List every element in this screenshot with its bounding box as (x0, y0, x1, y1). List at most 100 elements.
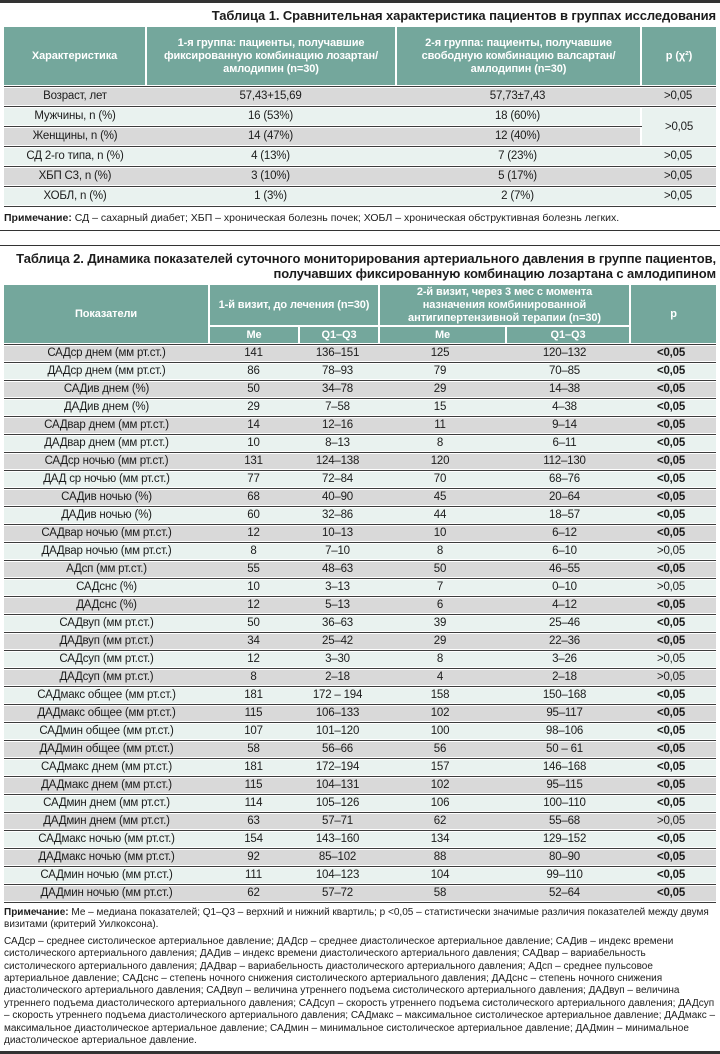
visit2-q-cell: 20–64 (503, 490, 626, 505)
visit2-me-cell: 58 (377, 886, 503, 901)
row-separator (4, 86, 716, 87)
visit1-q-cell: 10–13 (298, 526, 377, 541)
group2-value-cell: 7 (23%) (395, 148, 640, 165)
characteristic-cell: Мужчины, n (%) (4, 108, 146, 125)
row-separator (4, 166, 716, 167)
table-row: Женщины, n (%) 14 (47%) 12 (40%) (4, 128, 716, 145)
visit1-me-cell: 154 (209, 832, 298, 847)
row-separator (4, 560, 716, 561)
p-value-cell: >0,05 (640, 168, 716, 185)
visit2-me-cell: 45 (377, 490, 503, 505)
row-separator (4, 524, 716, 525)
indicator-cell: САДсуп (мм рт.ст.) (4, 652, 209, 667)
row-separator (4, 740, 716, 741)
visit2-q-cell: 25–46 (503, 616, 626, 631)
group1-value-cell: 16 (53%) (146, 108, 395, 125)
visit1-me-cell: 58 (209, 742, 298, 757)
visit2-q-cell: 6–10 (503, 544, 626, 559)
visit1-me-cell: 115 (209, 778, 298, 793)
p-value-cell: <0,05 (626, 886, 716, 901)
divider-rule-1 (0, 230, 720, 231)
indicator-cell: САДмин общее (мм рт.ст.) (4, 724, 209, 739)
visit1-q-cell: 40–90 (298, 490, 377, 505)
row-separator (4, 362, 716, 363)
indicator-cell: ДАДмин общее (мм рт.ст.) (4, 742, 209, 757)
visit1-me-cell: 12 (209, 598, 298, 613)
visit1-q-cell: 105–126 (298, 796, 377, 811)
group1-value-cell: 57,43+15,69 (146, 88, 395, 105)
p-value-cell: <0,05 (626, 688, 716, 703)
visit2-me-cell: 10 (377, 526, 503, 541)
p-value-cell-merged: >0,05 (642, 108, 716, 145)
visit1-q-cell: 25–42 (298, 634, 377, 649)
visit2-q-cell: 98–106 (503, 724, 626, 739)
visit1-q-cell: 57–72 (298, 886, 377, 901)
indicator-cell: САДвар ночью (мм рт.ст.) (4, 526, 209, 541)
p-value-cell: <0,05 (626, 598, 716, 613)
visit2-me-cell: 134 (377, 832, 503, 847)
p-value-cell: >0,05 (640, 188, 716, 205)
table-row: АДсп (мм рт.ст.) 55 48–63 50 46–55 <0,05 (4, 562, 716, 577)
p-value-cell: >0,05 (626, 544, 716, 559)
p-value-cell: <0,05 (626, 832, 716, 847)
visit2-q-cell: 6–12 (503, 526, 626, 541)
visit1-q-cell: 78–93 (298, 364, 377, 379)
p-value-cell: <0,05 (626, 742, 716, 757)
indicator-cell: САДмин ночью (мм рт.ст.) (4, 868, 209, 883)
visit2-q-cell: 3–26 (503, 652, 626, 667)
table-row: САДмин днем (мм рт.ст.) 114 105–126 106 100–… (4, 796, 716, 811)
visit2-me-cell: 88 (377, 850, 503, 865)
visit2-q-cell: 112–130 (503, 454, 626, 469)
row-separator (4, 380, 716, 381)
group1-value-cell: 1 (3%) (146, 188, 395, 205)
table-row: Возраст, лет 57,43+15,69 57,73±7,43 >0,05 (4, 88, 716, 105)
visit1-me-cell: 181 (209, 688, 298, 703)
p-value-cell: >0,05 (626, 670, 716, 685)
p-value-cell: <0,05 (626, 382, 716, 397)
visit1-me-cell: 60 (209, 508, 298, 523)
visit1-q-cell: 7–58 (298, 400, 377, 415)
visit1-q-cell: 143–160 (298, 832, 377, 847)
group1-value-cell: 14 (47%) (146, 128, 395, 145)
indicator-cell: САДмакс общее (мм рт.ст.) (4, 688, 209, 703)
table-row: ДАДмин ночью (мм рт.ст.) 62 57–72 58 52–64 <0… (4, 886, 716, 901)
group2-value-cell: 5 (17%) (395, 168, 640, 185)
characteristic-cell: Возраст, лет (4, 88, 146, 105)
visit2-me-cell: 79 (377, 364, 503, 379)
row-separator (4, 884, 716, 885)
p-value-cell: <0,05 (626, 760, 716, 775)
visit1-q-cell: 34–78 (298, 382, 377, 397)
visit2-q-cell: 55–68 (503, 814, 626, 829)
visit2-me-cell: 29 (377, 382, 503, 397)
visit2-me-cell: 11 (377, 418, 503, 433)
visit1-me-cell: 115 (209, 706, 298, 721)
top-rule (0, 0, 720, 3)
visit1-q-cell: 48–63 (298, 562, 377, 577)
table1-body: Возраст, лет 57,43+15,69 57,73±7,43 >0,05 Му… (4, 86, 716, 207)
p-value-cell: <0,05 (626, 724, 716, 739)
row-separator (4, 632, 716, 633)
visit2-q-cell: 95–115 (503, 778, 626, 793)
row-separator (4, 126, 716, 127)
table2-note-text-2: САДср – среднее систолическое артериальн… (4, 935, 716, 1047)
visit1-q-cell: 12–16 (298, 418, 377, 433)
visit2-me-cell: 157 (377, 760, 503, 775)
table2-subcol-me-2: Ме (380, 327, 505, 343)
indicator-cell: ДАДмакс общее (мм рт.ст.) (4, 706, 209, 721)
row-separator (4, 146, 716, 147)
visit2-q-cell: 120–132 (503, 346, 626, 361)
visit2-q-cell: 6–11 (503, 436, 626, 451)
table2-header: Показатели 1-й визит, до лечения (n=30) … (4, 285, 716, 343)
indicator-cell: САДср днем (мм рт.ст.) (4, 346, 209, 361)
table2-note-1: Примечание: Ме – медиана показателей; Q1… (4, 904, 716, 936)
visit2-me-cell: 8 (377, 436, 503, 451)
visit1-me-cell: 111 (209, 868, 298, 883)
visit2-q-cell: 100–110 (503, 796, 626, 811)
visit1-q-cell: 172 – 194 (298, 688, 377, 703)
table2-title: Таблица 2. Динамика показателей суточног… (16, 251, 716, 281)
visit2-me-cell: 102 (377, 706, 503, 721)
visit1-q-cell: 106–133 (298, 706, 377, 721)
indicator-cell: САДмакс ночью (мм рт.ст.) (4, 832, 209, 847)
table-row: ДАДсуп (мм рт.ст.) 8 2–18 4 2–18 >0,05 (4, 670, 716, 685)
characteristic-cell: СД 2-го типа, n (%) (4, 148, 146, 165)
